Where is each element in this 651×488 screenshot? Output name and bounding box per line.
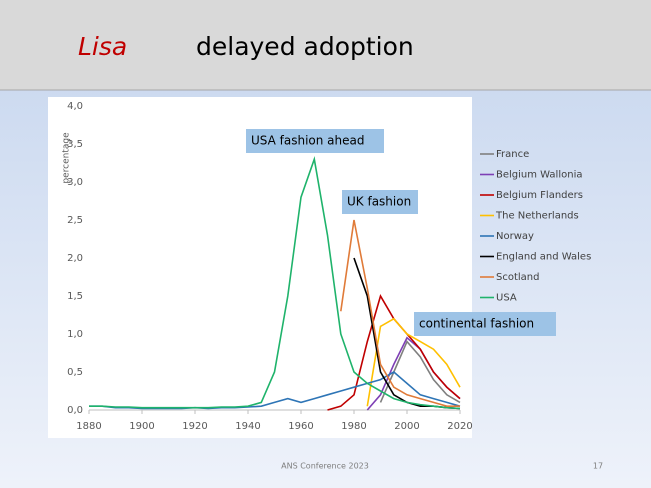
legend-label: Belgium Wallonia — [496, 170, 582, 181]
legend-label: England and Wales — [496, 252, 591, 263]
legend-label: Belgium Flanders — [496, 190, 583, 201]
x-tick-label: 2020 — [447, 421, 472, 432]
header — [0, 0, 651, 90]
x-tick-label: 1900 — [129, 421, 154, 432]
y-tick-label: 3,5 — [67, 139, 83, 150]
y-tick-label: 2,5 — [67, 215, 83, 226]
y-tick-label: 3,0 — [67, 177, 83, 188]
page-number: 17 — [593, 462, 603, 471]
legend-label: Scotland — [496, 272, 539, 283]
x-tick-label: 1960 — [288, 421, 313, 432]
annotation: UK fashion — [347, 195, 411, 209]
series-line — [89, 156, 461, 410]
x-tick-label: 1920 — [182, 421, 207, 432]
y-tick-label: 4,0 — [67, 101, 83, 112]
chart-area — [48, 97, 472, 438]
x-tick-label: 1980 — [341, 421, 366, 432]
annotation: continental fashion — [419, 317, 534, 331]
legend-label: USA — [496, 293, 517, 304]
footer: ANS Conference 2023 — [281, 462, 369, 471]
y-tick-label: 1,0 — [67, 329, 83, 340]
y-tick-label: 2,0 — [67, 253, 83, 264]
annotation-box — [414, 312, 556, 336]
title-name: Lisa — [78, 32, 127, 61]
y-axis-label: percentage — [62, 132, 72, 184]
legend-label: Norway — [496, 231, 534, 242]
annotation-box — [342, 190, 418, 214]
series-line — [340, 219, 460, 407]
x-tick-label: 1880 — [76, 421, 101, 432]
y-tick-label: 1,5 — [67, 291, 83, 302]
x-tick-label: 2000 — [394, 421, 419, 432]
title-rest: delayed adoption — [196, 32, 414, 61]
y-tick-label: 0,5 — [67, 367, 83, 378]
y-tick-label: 0,0 — [67, 405, 83, 416]
annotation-box — [246, 129, 384, 153]
series-line — [366, 317, 461, 407]
x-tick-label: 1940 — [235, 421, 260, 432]
annotation: USA fashion ahead — [251, 134, 365, 148]
legend-label: France — [496, 149, 529, 160]
legend-label: The Netherlands — [495, 211, 579, 222]
